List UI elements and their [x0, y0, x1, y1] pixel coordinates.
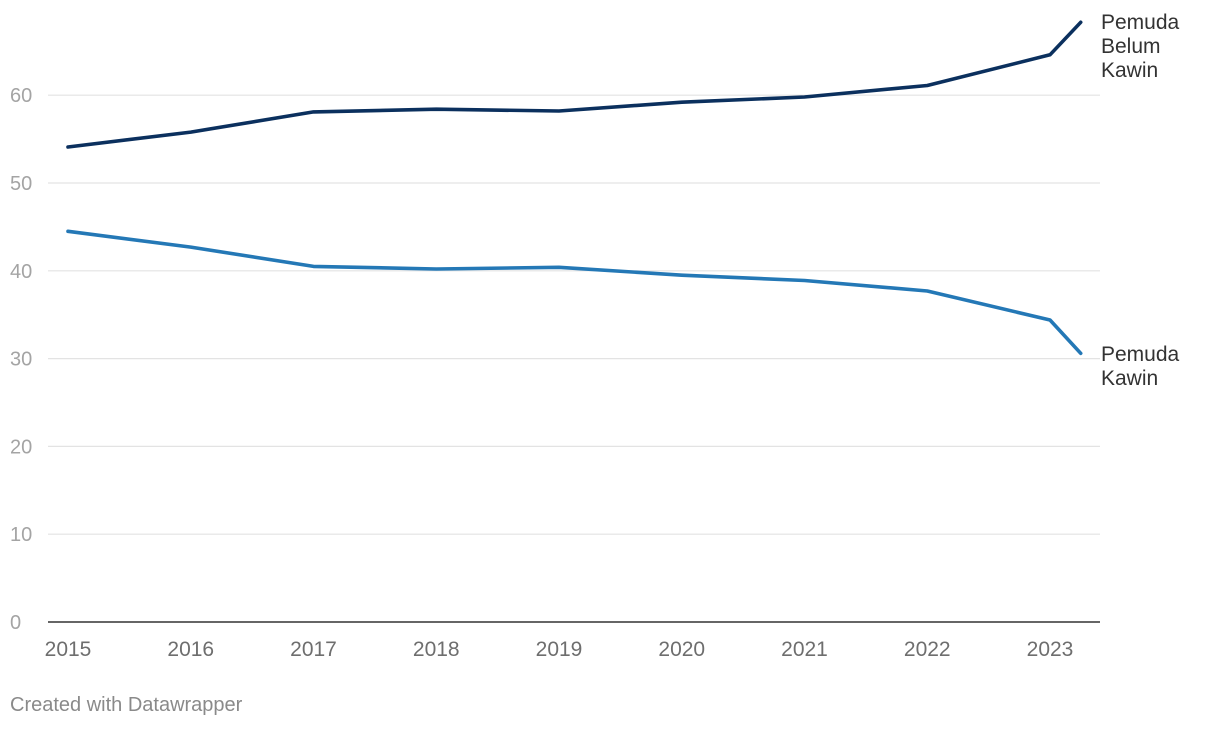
y-tick-label: 0 [10, 612, 21, 634]
x-tick-label: 2023 [1027, 638, 1074, 661]
x-tick-label: 2021 [781, 638, 828, 661]
y-tick-label: 10 [10, 524, 32, 546]
x-axis-tick-labels: 2015 2016 2017 2018 2019 2020 2021 2022 2023 [45, 638, 1074, 661]
y-axis-tick-labels: 0 10 20 30 40 50 60 [10, 85, 32, 634]
series-lines [66, 20, 1083, 356]
x-tick-label: 2019 [536, 638, 583, 661]
series-line-pemuda-kawin [66, 229, 1083, 356]
series-line-pemuda-belum-kawin [66, 20, 1083, 149]
x-tick-label: 2022 [904, 638, 951, 661]
y-tick-label: 30 [10, 349, 32, 371]
x-tick-label: 2020 [658, 638, 705, 661]
series-label-line: Kawin [1101, 59, 1158, 82]
y-tick-label: 60 [10, 85, 32, 107]
series-label-line: Belum [1101, 35, 1161, 58]
gridlines [48, 94, 1100, 623]
x-tick-label: 2017 [290, 638, 337, 661]
datawrapper-credit: Created with Datawrapper [10, 694, 243, 716]
x-tick-label: 2018 [413, 638, 460, 661]
series-label-line: Pemuda [1101, 11, 1180, 34]
series-label-line: Kawin [1101, 367, 1158, 390]
x-tick-label: 2016 [167, 638, 214, 661]
y-tick-label: 20 [10, 436, 32, 458]
x-tick-label: 2015 [45, 638, 92, 661]
y-tick-label: 40 [10, 261, 32, 283]
y-tick-label: 50 [10, 173, 32, 195]
series-label-line: Pemuda [1101, 343, 1180, 366]
